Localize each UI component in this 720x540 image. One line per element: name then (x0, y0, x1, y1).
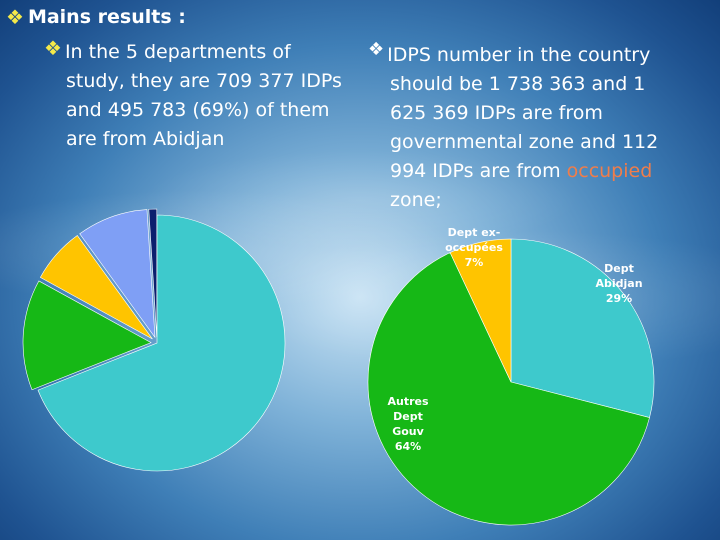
right-line-5: 994 IDPs are from occupied (368, 157, 698, 186)
left-pie-slice-2 (39, 235, 153, 340)
diamond-bullet-icon: ❖ (368, 39, 385, 60)
right-line-2: should be 1 738 363 and 1 (390, 73, 646, 95)
left-pie-slice-3 (79, 209, 156, 339)
left-line-3: and 495 783 (69%) of them (66, 99, 330, 121)
right-line-1: IDPS number in the country (387, 44, 651, 66)
right-pie-slice-0 (510, 238, 655, 418)
right-paragraph: ❖ IDPS number in the country should be 1… (368, 41, 698, 215)
right-pie-slice-1 (367, 252, 650, 526)
left-pie-slice-0 (37, 214, 286, 472)
occupied-word: occupied (566, 160, 653, 182)
heading-text: Mains results : (27, 6, 186, 28)
right-line-5a: 994 IDPs are from (390, 160, 567, 182)
right-pie-slice-2 (449, 238, 512, 383)
right-pie-label-0: Dept Abidjan 29% (595, 262, 642, 305)
left-pie-slice-1 (22, 280, 152, 391)
diamond-bullet-icon: ❖ (44, 36, 62, 60)
right-line-6: zone; (390, 189, 442, 211)
left-line-1: In the 5 departments of (64, 41, 291, 63)
right-line-3: 625 369 IDPs are from (390, 102, 603, 124)
left-paragraph: ❖ In the 5 departments of study, they ar… (44, 38, 384, 154)
right-pie-label-1: Autres Dept Gouv 64% (387, 395, 428, 453)
left-pie-slice-4 (148, 208, 158, 338)
left-line-4: are from Abidjan (66, 128, 225, 150)
diamond-bullet-icon: ❖ (6, 5, 24, 29)
left-line-2: study, they are 709 377 IDPs (66, 70, 342, 92)
right-pie-label-2: Dept ex-occupées 7% (445, 226, 503, 269)
heading: ❖ Mains results : (6, 6, 186, 28)
right-line-4: governmental zone and 112 (390, 131, 659, 153)
